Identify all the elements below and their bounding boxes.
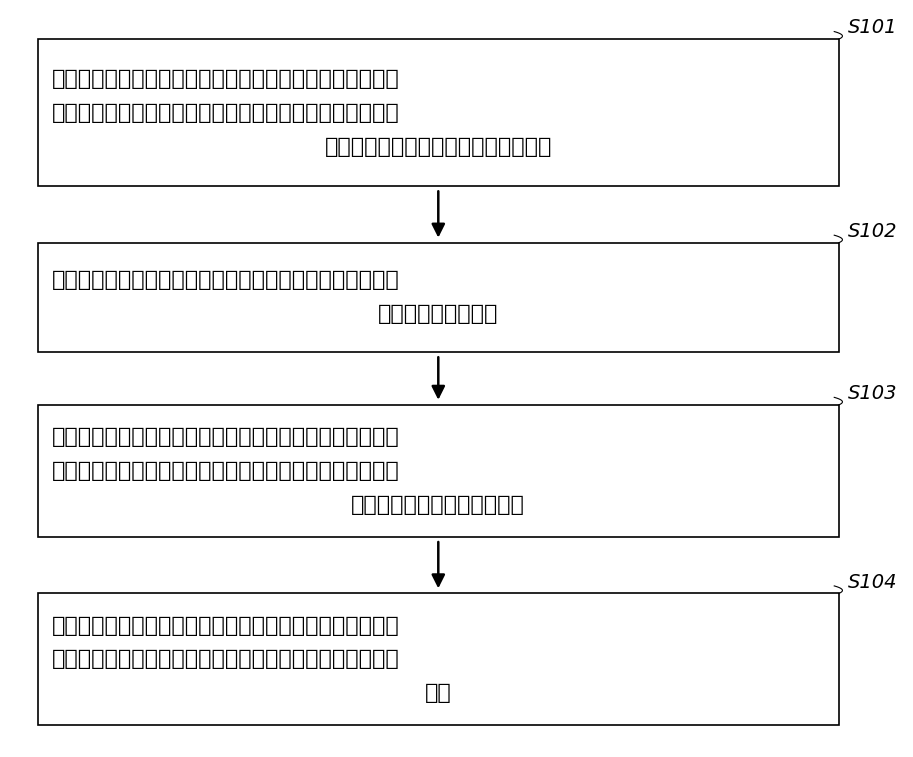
Text: 算目标发送节点的链路对应的抢占系数: 算目标发送节点的链路对应的抢占系数 <box>325 136 552 157</box>
Text: 根据目标发送节点的链路对应的抢占系数，确定满足预设的: 根据目标发送节点的链路对应的抢占系数，确定满足预设的 <box>51 270 399 291</box>
Text: 隙表: 隙表 <box>425 684 452 703</box>
Text: 发送队列长度和报文发送队列中各数据包对应的优先级，计: 发送队列长度和报文发送队列中各数据包对应的优先级，计 <box>51 103 399 123</box>
Text: S103: S103 <box>848 384 897 403</box>
Bar <box>37 405 839 537</box>
Text: 抢占条件的第一链路: 抢占条件的第一链路 <box>378 304 498 325</box>
Bar <box>37 593 839 725</box>
Text: 点对应的分配结果，并根据分配结果更新目标网络的固定时: 点对应的分配结果，并根据分配结果更新目标网络的固定时 <box>51 650 399 669</box>
Text: S101: S101 <box>848 18 897 37</box>
Text: 预设的被抢占条件的第二链路: 预设的被抢占条件的第二链路 <box>352 495 525 515</box>
Text: S102: S102 <box>848 222 897 241</box>
Text: 针对每一个抢占周期，根据目标发送节点的链路对应的报文: 针对每一个抢占周期，根据目标发送节点的链路对应的报文 <box>51 69 399 89</box>
Bar <box>37 243 839 352</box>
Bar <box>37 39 839 186</box>
Text: S104: S104 <box>848 572 897 592</box>
Text: 将第二链路中的目标时隙分配给第一链路，得到目标发送节: 将第二链路中的目标时隙分配给第一链路，得到目标发送节 <box>51 615 399 636</box>
Text: 根据目标发送节点的链路对应的抢占系数和目标网络中的其: 根据目标发送节点的链路对应的抢占系数和目标网络中的其 <box>51 427 399 447</box>
Text: 余链路对应的抢占系数，在目标网络的各链路中，确定满足: 余链路对应的抢占系数，在目标网络的各链路中，确定满足 <box>51 461 399 481</box>
